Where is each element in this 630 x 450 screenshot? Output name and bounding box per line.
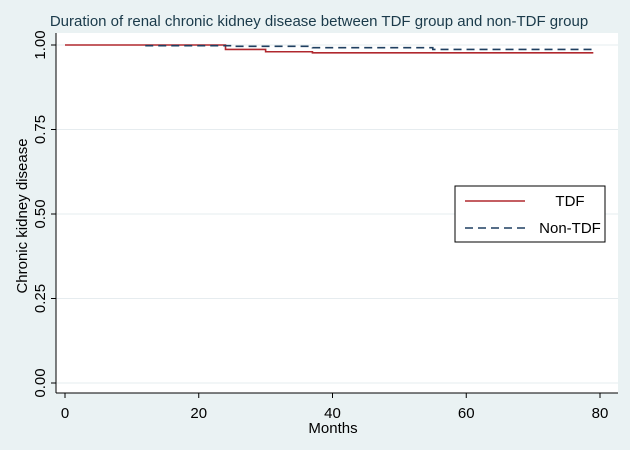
x-tick-label: 20 — [190, 405, 207, 422]
axes — [51, 33, 618, 398]
x-tick-label: 80 — [592, 405, 609, 422]
series-layer — [65, 44, 594, 54]
y-axis-title: Chronic kidney disease — [14, 138, 31, 293]
y-tick-label: 0.50 — [32, 199, 49, 228]
y-tick-label: 0.00 — [32, 368, 49, 397]
y-tick-label: 0.75 — [32, 115, 49, 144]
legend: TDF Non-TDF — [454, 185, 606, 243]
y-tick-label: 0.25 — [32, 284, 49, 313]
x-tick-label: 60 — [458, 405, 475, 422]
x-axis-title: Months — [308, 420, 357, 437]
x-tick-label: 40 — [324, 405, 341, 422]
legend-box — [454, 185, 606, 243]
legend-label: TDF — [555, 193, 584, 210]
tick-labels: 0.00 0.25 0.50 0.75 1.00 0 20 40 60 80 — [32, 30, 608, 422]
series-line-non-tdf — [145, 44, 594, 51]
legend-label: Non-TDF — [539, 220, 601, 237]
x-tick-label: 0 — [61, 405, 69, 422]
chart-title: Duration of renal chronic kidney disease… — [50, 13, 588, 30]
y-tick-label: 1.00 — [32, 30, 49, 59]
